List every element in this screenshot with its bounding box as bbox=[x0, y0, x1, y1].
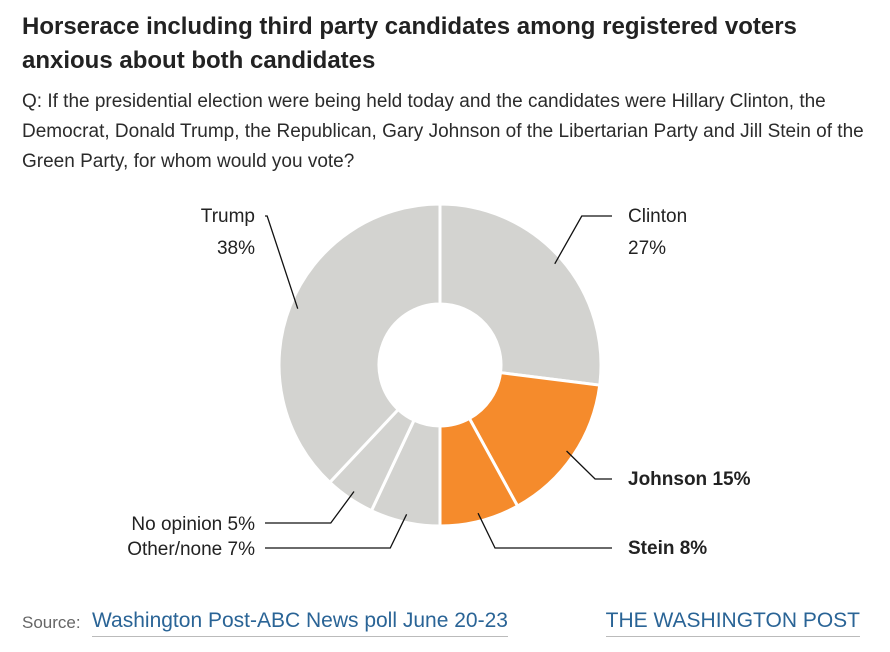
leader-line-clinton bbox=[554, 215, 612, 265]
donut-slices bbox=[277, 202, 603, 528]
poll-question: Q: If the presidential election were bei… bbox=[22, 91, 864, 172]
slice-johnson bbox=[467, 370, 602, 509]
leader-line-trump bbox=[265, 215, 299, 309]
leader-line-other-none bbox=[265, 514, 408, 549]
footer: Source: Washington Post-ABC News poll Ju… bbox=[22, 607, 862, 641]
trump-value: 38 bbox=[217, 238, 238, 259]
label-stein: Stein 8% bbox=[628, 538, 707, 559]
label-leader-lines bbox=[265, 215, 612, 549]
brand-link[interactable]: THE WASHINGTON POST bbox=[605, 609, 860, 637]
label-clinton-value: 27% bbox=[628, 238, 666, 259]
source-link[interactable]: Washington Post-ABC News poll June 20-23 bbox=[92, 609, 508, 637]
label-trump-name: Trump bbox=[201, 206, 255, 227]
label-clinton-name: Clinton bbox=[628, 206, 687, 227]
clinton-value: 27 bbox=[628, 238, 649, 259]
slice-clinton bbox=[438, 202, 603, 387]
source-label: Source: bbox=[22, 613, 81, 632]
label-trump-value: 38% bbox=[217, 238, 255, 259]
trump-unit: % bbox=[238, 238, 255, 259]
leader-line-stein bbox=[477, 512, 612, 549]
donut-chart: Clinton 27% Trump 38% Johnson 15% Stein … bbox=[127, 202, 751, 560]
label-no-opinion: No opinion 5% bbox=[131, 514, 255, 535]
label-johnson: Johnson 15% bbox=[628, 469, 751, 490]
chart-title: Horserace including third party candidat… bbox=[22, 13, 797, 74]
leader-line-johnson bbox=[566, 450, 612, 480]
clinton-unit: % bbox=[649, 238, 666, 259]
slice-trump bbox=[277, 202, 442, 485]
leader-line-no-opinion bbox=[265, 491, 355, 524]
label-other-none: Other/none 7% bbox=[127, 539, 255, 560]
